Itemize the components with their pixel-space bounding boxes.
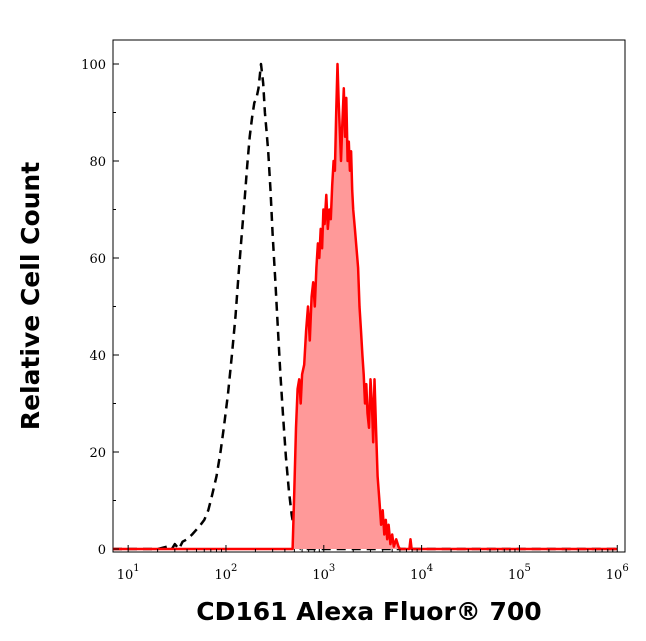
y-axis-title: Relative Cell Count (16, 162, 45, 430)
y-axis-ticks: 0 20 40 60 80 100 (81, 58, 119, 558)
plot-frame (112, 39, 626, 553)
y-tick-label: 100 (81, 58, 106, 73)
x-axis-title: CD161 Alexa Fluor® 700 (196, 597, 541, 626)
y-tick-label: 40 (89, 349, 106, 364)
x-tick-label: 104 (410, 563, 433, 583)
x-axis-ticks: 101 102 103 104 105 106 (117, 545, 629, 583)
y-tick-label: 80 (89, 155, 106, 170)
x-tick-label: 102 (215, 563, 238, 583)
y-tick-label: 0 (98, 543, 106, 558)
x-tick-label: 101 (117, 563, 140, 583)
x-tick-label: 106 (606, 563, 629, 583)
y-tick-label: 20 (89, 446, 106, 461)
y-tick-label: 60 (89, 252, 106, 267)
dashed-series-line (113, 62, 618, 551)
filled-series-area (113, 64, 618, 549)
filled-series-line (113, 62, 618, 551)
x-tick-label: 105 (508, 563, 531, 583)
series-layer (113, 62, 618, 551)
x-tick-label: 103 (312, 563, 335, 583)
